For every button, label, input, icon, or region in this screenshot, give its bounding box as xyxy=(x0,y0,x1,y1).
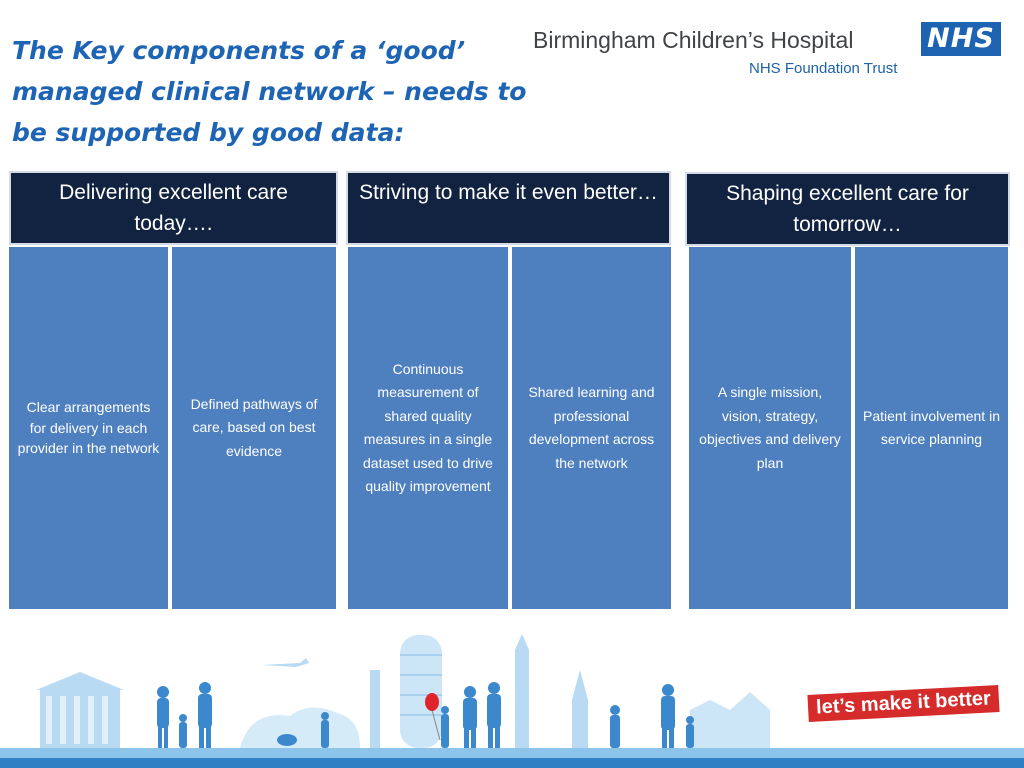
page-title: The Key components of a ‘good’ managed c… xyxy=(12,36,527,147)
trust-name: NHS Foundation Trust xyxy=(749,60,898,77)
component-text: Shared learning and professional develop… xyxy=(528,384,655,471)
component-card: Clear arrangements for delivery in each … xyxy=(9,247,168,609)
component-text: Continuous measurement of shared quality… xyxy=(363,360,493,495)
section-header-tomorrow: Shaping excellent care for tomorrow… xyxy=(685,172,1010,246)
component-card: Defined pathways of care, based on best … xyxy=(172,247,336,609)
component-text: Patient involvement in service planning xyxy=(863,407,1000,448)
hospital-name: Birmingham Children’s Hospital xyxy=(533,27,854,53)
city-skyline-illustration xyxy=(0,634,1024,768)
section-header-today: Delivering excellent care today…. xyxy=(9,171,338,245)
component-card: A single mission, vision, strategy, obje… xyxy=(689,247,851,609)
component-text: Defined pathways of care, based on best … xyxy=(190,395,318,459)
component-card: Continuous measurement of shared quality… xyxy=(348,247,508,609)
component-text: Clear arrangements for delivery in each … xyxy=(17,399,160,457)
section-header-better: Striving to make it even better… xyxy=(346,171,671,245)
nhs-logo: NHS xyxy=(921,22,1001,56)
component-card: Shared learning and professional develop… xyxy=(512,247,671,609)
component-text: A single mission, vision, strategy, obje… xyxy=(699,384,841,471)
component-card: Patient involvement in service planning xyxy=(855,247,1008,609)
